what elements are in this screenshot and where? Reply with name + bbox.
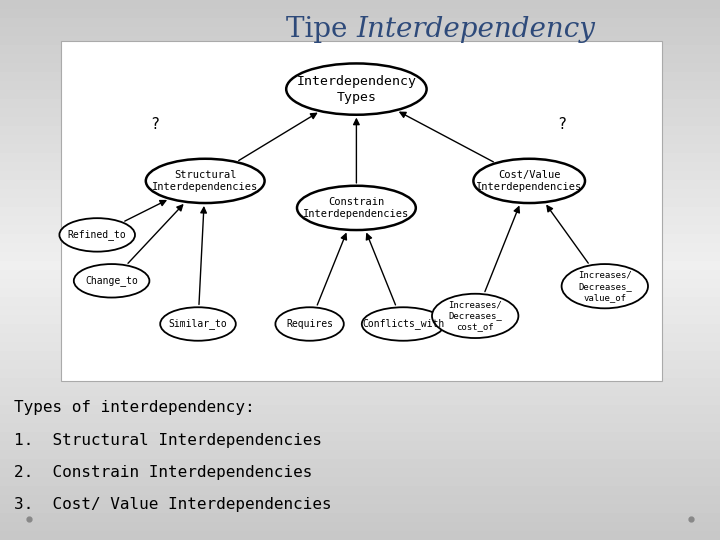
Text: ?: ? xyxy=(150,117,159,132)
Bar xyxy=(0,162,720,171)
Bar xyxy=(0,135,720,144)
Bar xyxy=(0,9,720,18)
Bar xyxy=(0,108,720,117)
Bar xyxy=(0,99,720,108)
Bar xyxy=(0,198,720,207)
Ellipse shape xyxy=(562,264,648,308)
Bar xyxy=(0,180,720,189)
Ellipse shape xyxy=(276,307,344,341)
Bar xyxy=(0,153,720,162)
Text: Similar_to: Similar_to xyxy=(168,319,228,329)
Bar xyxy=(0,117,720,126)
Bar xyxy=(0,315,720,324)
Bar xyxy=(0,468,720,477)
Ellipse shape xyxy=(145,159,265,203)
Text: Refined_to: Refined_to xyxy=(68,230,127,240)
Text: Structural
Interdependencies: Structural Interdependencies xyxy=(152,170,258,192)
Bar xyxy=(61,40,662,381)
Bar xyxy=(0,342,720,351)
Bar xyxy=(0,171,720,180)
Ellipse shape xyxy=(287,64,426,115)
Bar xyxy=(0,234,720,243)
Ellipse shape xyxy=(161,307,236,341)
Bar xyxy=(0,477,720,486)
Bar xyxy=(0,423,720,432)
Bar xyxy=(0,126,720,135)
Bar xyxy=(0,207,720,216)
Bar xyxy=(0,270,720,279)
Text: ?: ? xyxy=(557,117,566,132)
Text: Change_to: Change_to xyxy=(85,275,138,286)
Bar xyxy=(0,0,720,9)
Bar xyxy=(0,243,720,252)
Text: Cost/Value
Interdependencies: Cost/Value Interdependencies xyxy=(476,170,582,192)
Bar xyxy=(0,351,720,360)
Bar xyxy=(0,90,720,99)
Bar xyxy=(0,459,720,468)
Bar xyxy=(0,333,720,342)
Text: 1.  Structural Interdependencies: 1. Structural Interdependencies xyxy=(14,433,323,448)
Ellipse shape xyxy=(73,264,150,298)
Ellipse shape xyxy=(297,186,416,230)
Bar xyxy=(0,36,720,45)
Bar xyxy=(0,369,720,378)
Bar xyxy=(0,297,720,306)
Bar xyxy=(0,378,720,387)
Bar xyxy=(0,396,720,405)
Ellipse shape xyxy=(432,294,518,338)
Bar xyxy=(0,252,720,261)
Bar xyxy=(0,522,720,531)
Bar xyxy=(0,405,720,414)
Bar xyxy=(0,279,720,288)
Text: Tipe: Tipe xyxy=(286,16,356,43)
Bar xyxy=(0,288,720,297)
Bar xyxy=(0,324,720,333)
Text: 3.  Cost/ Value Interdependencies: 3. Cost/ Value Interdependencies xyxy=(14,497,332,512)
Bar xyxy=(0,54,720,63)
Ellipse shape xyxy=(474,159,585,203)
Text: Increases/
Decreases_
value_of: Increases/ Decreases_ value_of xyxy=(578,271,631,302)
Bar xyxy=(0,495,720,504)
Bar xyxy=(0,513,720,522)
Bar xyxy=(0,432,720,441)
Bar xyxy=(0,216,720,225)
Bar xyxy=(0,27,720,36)
Bar xyxy=(0,441,720,450)
Bar xyxy=(0,144,720,153)
Text: 2.  Constrain Interdependencies: 2. Constrain Interdependencies xyxy=(14,465,312,480)
Bar xyxy=(0,306,720,315)
Text: Increases/
Decreases_
cost_of: Increases/ Decreases_ cost_of xyxy=(449,300,502,332)
Bar xyxy=(0,450,720,459)
Bar xyxy=(0,387,720,396)
Bar xyxy=(0,261,720,270)
Text: Conflicts_with: Conflicts_with xyxy=(362,319,444,329)
Bar xyxy=(0,72,720,81)
Text: Interdependency
Types: Interdependency Types xyxy=(297,75,416,104)
Text: Requires: Requires xyxy=(286,319,333,329)
Ellipse shape xyxy=(60,218,135,252)
Text: Types of interdependency:: Types of interdependency: xyxy=(14,400,255,415)
Bar xyxy=(0,45,720,54)
Bar xyxy=(0,18,720,27)
Bar xyxy=(0,360,720,369)
Bar xyxy=(0,504,720,513)
Ellipse shape xyxy=(362,307,445,341)
Bar xyxy=(0,531,720,540)
Bar xyxy=(0,486,720,495)
Bar xyxy=(0,63,720,72)
Text: Interdependency: Interdependency xyxy=(356,16,595,43)
Bar xyxy=(0,81,720,90)
Bar xyxy=(0,189,720,198)
Bar xyxy=(0,225,720,234)
Bar xyxy=(0,414,720,423)
Text: Constrain
Interdependencies: Constrain Interdependencies xyxy=(303,197,410,219)
